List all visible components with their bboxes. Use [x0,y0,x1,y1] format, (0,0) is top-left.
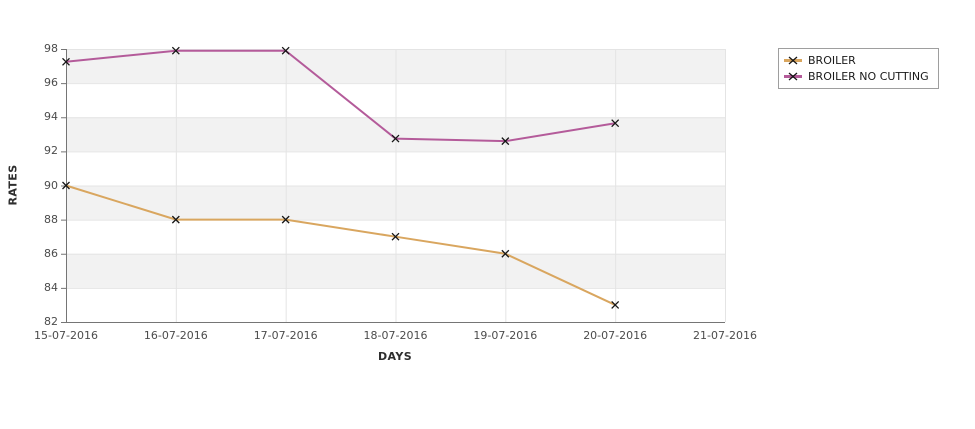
y-axis-tick-label: 98 [44,42,58,55]
data-point-marker [501,137,510,146]
legend-item-broiler: BROILER [784,53,929,67]
series-broiler-no-cutting [62,46,620,146]
y-axis-tick-label: 94 [44,110,58,124]
data-point-marker [391,134,400,143]
data-point-marker [171,46,180,55]
data-point-marker [171,215,180,224]
legend-item-broiler-no-cutting: BROILER NO CUTTING [784,69,929,83]
data-point-marker [62,57,70,66]
broiler-no-cutting-series-marker-icon [784,72,802,80]
x-axis-tick-label: 16-07-2016 [143,329,208,342]
legend-label-broiler: BROILER [808,53,856,67]
y-axis-title: RATES [6,164,20,206]
legend-label-broiler-no-cutting: BROILER NO CUTTING [808,69,929,83]
x-axis-tick-label: 19-07-2016 [473,329,538,342]
series-broiler [62,181,620,309]
x-axis-tick-label: 21-07-2016 [693,329,757,342]
data-point-marker [391,232,400,241]
x-axis-tick-label: 17-07-2016 [253,329,318,342]
data-point-marker [62,181,70,190]
y-axis-tick-label: 88 [44,212,58,226]
y-axis-tick-label: 82 [44,315,58,328]
y-axis-tick-label: 96 [44,76,58,90]
y-axis-tick-label: 92 [44,144,58,158]
x-axis-tick-label: 20-07-2016 [583,329,648,342]
broiler-series-marker-icon [784,56,802,64]
x-axis-tick-label: 18-07-2016 [363,329,428,342]
data-point-marker [611,300,620,309]
y-axis-tick-label: 84 [44,280,58,294]
data-point-marker [611,119,620,128]
x-axis-title: DAYS [377,350,413,363]
data-point-marker [501,249,510,258]
data-point-marker [281,215,290,224]
chart-legend: BROILER BROILER NO CUTTING [778,48,939,89]
data-point-marker [281,46,290,55]
x-axis-tick-label: 15-07-2016 [34,329,98,342]
y-axis-tick-label: 86 [44,246,58,260]
y-axis-tick-label: 90 [44,178,58,192]
